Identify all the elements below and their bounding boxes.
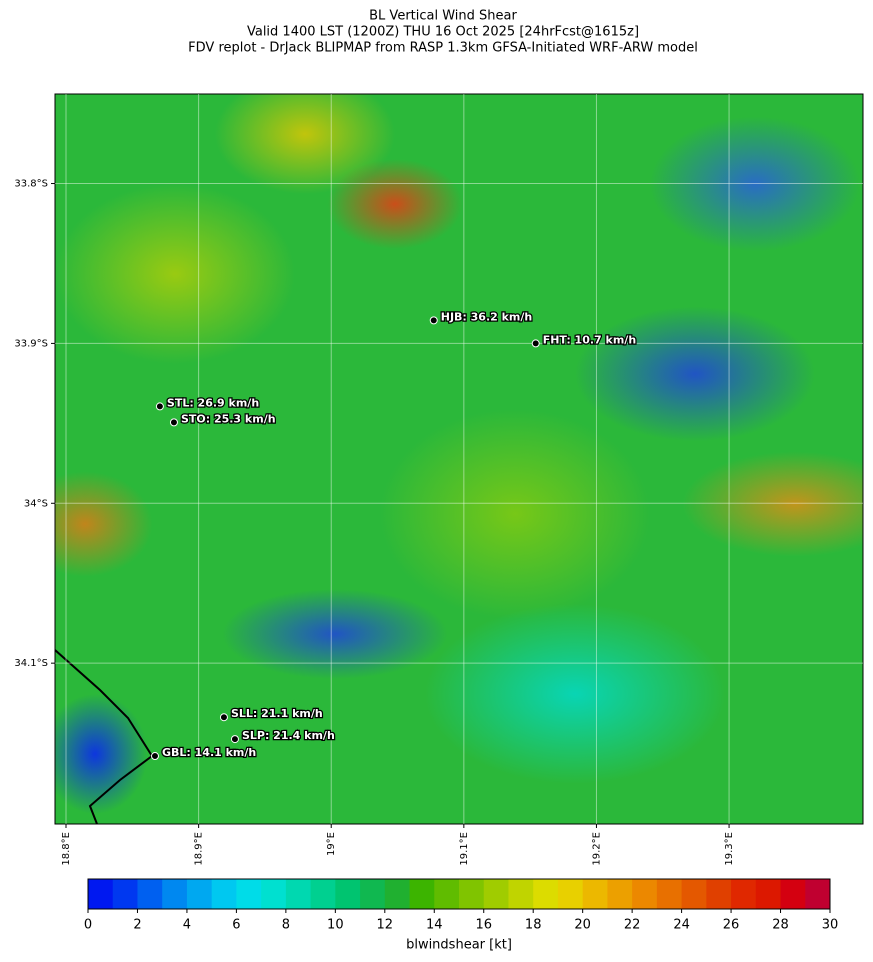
station-marker: [531, 339, 540, 348]
colorbar-swatch: [384, 879, 411, 909]
colorbar-swatch: [632, 879, 658, 909]
colorbar-swatch: [88, 879, 114, 909]
x-tick-label: 18.8°E: [61, 832, 72, 866]
station-marker: [219, 713, 228, 722]
shear-field: [55, 94, 863, 824]
colorbar-frame: [87, 878, 831, 910]
colorbar-tick-label: 8: [282, 918, 290, 933]
colorbar-swatch: [805, 879, 831, 909]
coastline: [55, 649, 154, 824]
colorbar-tick-label: 14: [426, 918, 443, 933]
colorbar-swatch: [780, 879, 806, 909]
colorbar-tick-label: 30: [822, 918, 839, 933]
station-label: HJB: 36.2 km/h: [441, 310, 533, 323]
station-label: SLL: 21.1 km/h: [231, 707, 323, 720]
station-label: SLP: 21.4 km/h: [242, 729, 335, 742]
colorbar-tick-label: 20: [574, 918, 591, 933]
station-label: STL: 26.9 km/h: [167, 396, 259, 409]
colorbar-swatch: [483, 879, 509, 909]
station-marker: [150, 752, 159, 761]
colorbar-tick-label: 18: [525, 918, 542, 933]
station-label: GBL: 14.1 km/h: [162, 746, 256, 759]
x-tick-label: 19.1°E: [459, 832, 470, 866]
colorbar-tick-label: 16: [475, 918, 492, 933]
colorbar-tick-label: 10: [327, 918, 344, 933]
x-tick-label: 19.3°E: [724, 832, 735, 866]
x-tick-label: 18.9°E: [194, 832, 205, 866]
y-tick-label: 34°S: [24, 498, 48, 509]
station-label: STO: 25.3 km/h: [181, 412, 276, 425]
x-tick-label: 19.2°E: [591, 832, 602, 866]
colorbar-swatch: [162, 879, 188, 909]
colorbar-swatch: [508, 879, 534, 909]
x-tick-label: 19°E: [326, 832, 337, 856]
colorbar-swatch: [582, 879, 608, 909]
colorbar-swatch: [409, 879, 435, 909]
colorbar-swatch: [533, 879, 559, 909]
colorbar-tick-label: 26: [723, 918, 740, 933]
colorbar-swatch: [186, 879, 213, 909]
colorbar-tick-label: 24: [673, 918, 690, 933]
map-frame: [54, 93, 864, 825]
colorbar-swatch: [755, 879, 782, 909]
colorbar-tick-label: 22: [624, 918, 641, 933]
y-tick-label: 33.8°S: [14, 179, 48, 190]
colorbar-swatch: [459, 879, 485, 909]
subtitle: Valid 1400 LST (1200Z) THU 16 Oct 2025 […: [247, 25, 639, 40]
colorbar-swatch: [656, 879, 683, 909]
colorbar-swatch: [731, 879, 757, 909]
colorbar-tick-label: 2: [133, 918, 141, 933]
colorbar-swatch: [335, 879, 361, 909]
station-marker: [155, 402, 164, 411]
colorbar-swatch: [310, 879, 336, 909]
colorbar-swatch: [236, 879, 262, 909]
colorbar-tick-label: 4: [183, 918, 191, 933]
colorbar-swatch: [681, 879, 707, 909]
colorbar-swatch: [557, 879, 584, 909]
station-marker: [429, 316, 438, 325]
colorbar-tick-label: 28: [772, 918, 789, 933]
colorbar-swatch: [112, 879, 138, 909]
colorbar-tick-label: 6: [232, 918, 240, 933]
colorbar-swatch: [261, 879, 287, 909]
colorbar-tick-label: 12: [377, 918, 394, 933]
y-tick-label: 33.9°S: [14, 338, 48, 349]
y-tick-label: 34.1°S: [14, 658, 48, 669]
colorbar-swatch: [137, 879, 163, 909]
colorbar-swatch: [706, 879, 732, 909]
colorbar-swatch: [607, 879, 633, 909]
colorbar-swatch: [434, 879, 460, 909]
title: BL Vertical Wind Shear: [369, 9, 517, 24]
colorbar-swatch: [285, 879, 312, 909]
station-marker: [169, 418, 178, 427]
colorbar-swatch: [211, 879, 237, 909]
station-marker: [230, 735, 239, 744]
colorbar-tick-label: 0: [84, 918, 92, 933]
colorbar-label: blwindshear [kt]: [406, 938, 512, 953]
station-label: FHT: 10.7 km/h: [543, 333, 636, 346]
subtitle: FDV replot - DrJack BLIPMAP from RASP 1.…: [188, 41, 698, 56]
colorbar-swatch: [360, 879, 386, 909]
